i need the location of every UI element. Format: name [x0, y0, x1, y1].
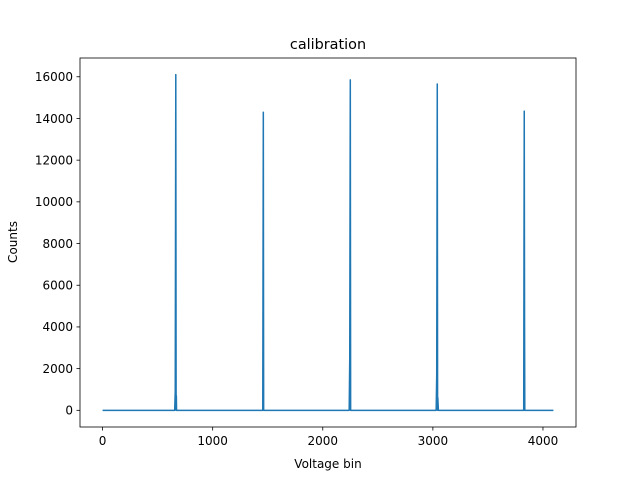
x-tick-label: 1000 [197, 434, 228, 448]
y-tick-label: 10000 [35, 195, 73, 209]
x-tick-label: 3000 [418, 434, 449, 448]
series-line-0 [102, 73, 554, 412]
y-axis: 0 2000 4000 6000 8000 10000 12000 14000 16000 [35, 70, 80, 418]
x-tick-label: 4000 [528, 434, 559, 448]
x-axis-label: Voltage bin [294, 457, 361, 471]
y-tick-label: 2000 [42, 362, 73, 376]
y-tick-label: 16000 [35, 70, 73, 84]
x-tick-label: 0 [99, 434, 107, 448]
y-axis-label: Counts [6, 221, 20, 263]
y-tick-label: 8000 [42, 237, 73, 251]
x-axis: 0 1000 2000 3000 4000 [99, 427, 558, 448]
y-tick-label: 12000 [35, 153, 73, 167]
plot-frame [79, 57, 577, 428]
chart-title: calibration [290, 37, 366, 53]
y-tick-label: 14000 [35, 112, 73, 126]
y-tick-label: 0 [65, 404, 73, 418]
y-tick-label: 6000 [42, 279, 73, 293]
x-tick-label: 2000 [307, 434, 338, 448]
y-tick-label: 4000 [42, 320, 73, 334]
series-layer [102, 73, 554, 412]
